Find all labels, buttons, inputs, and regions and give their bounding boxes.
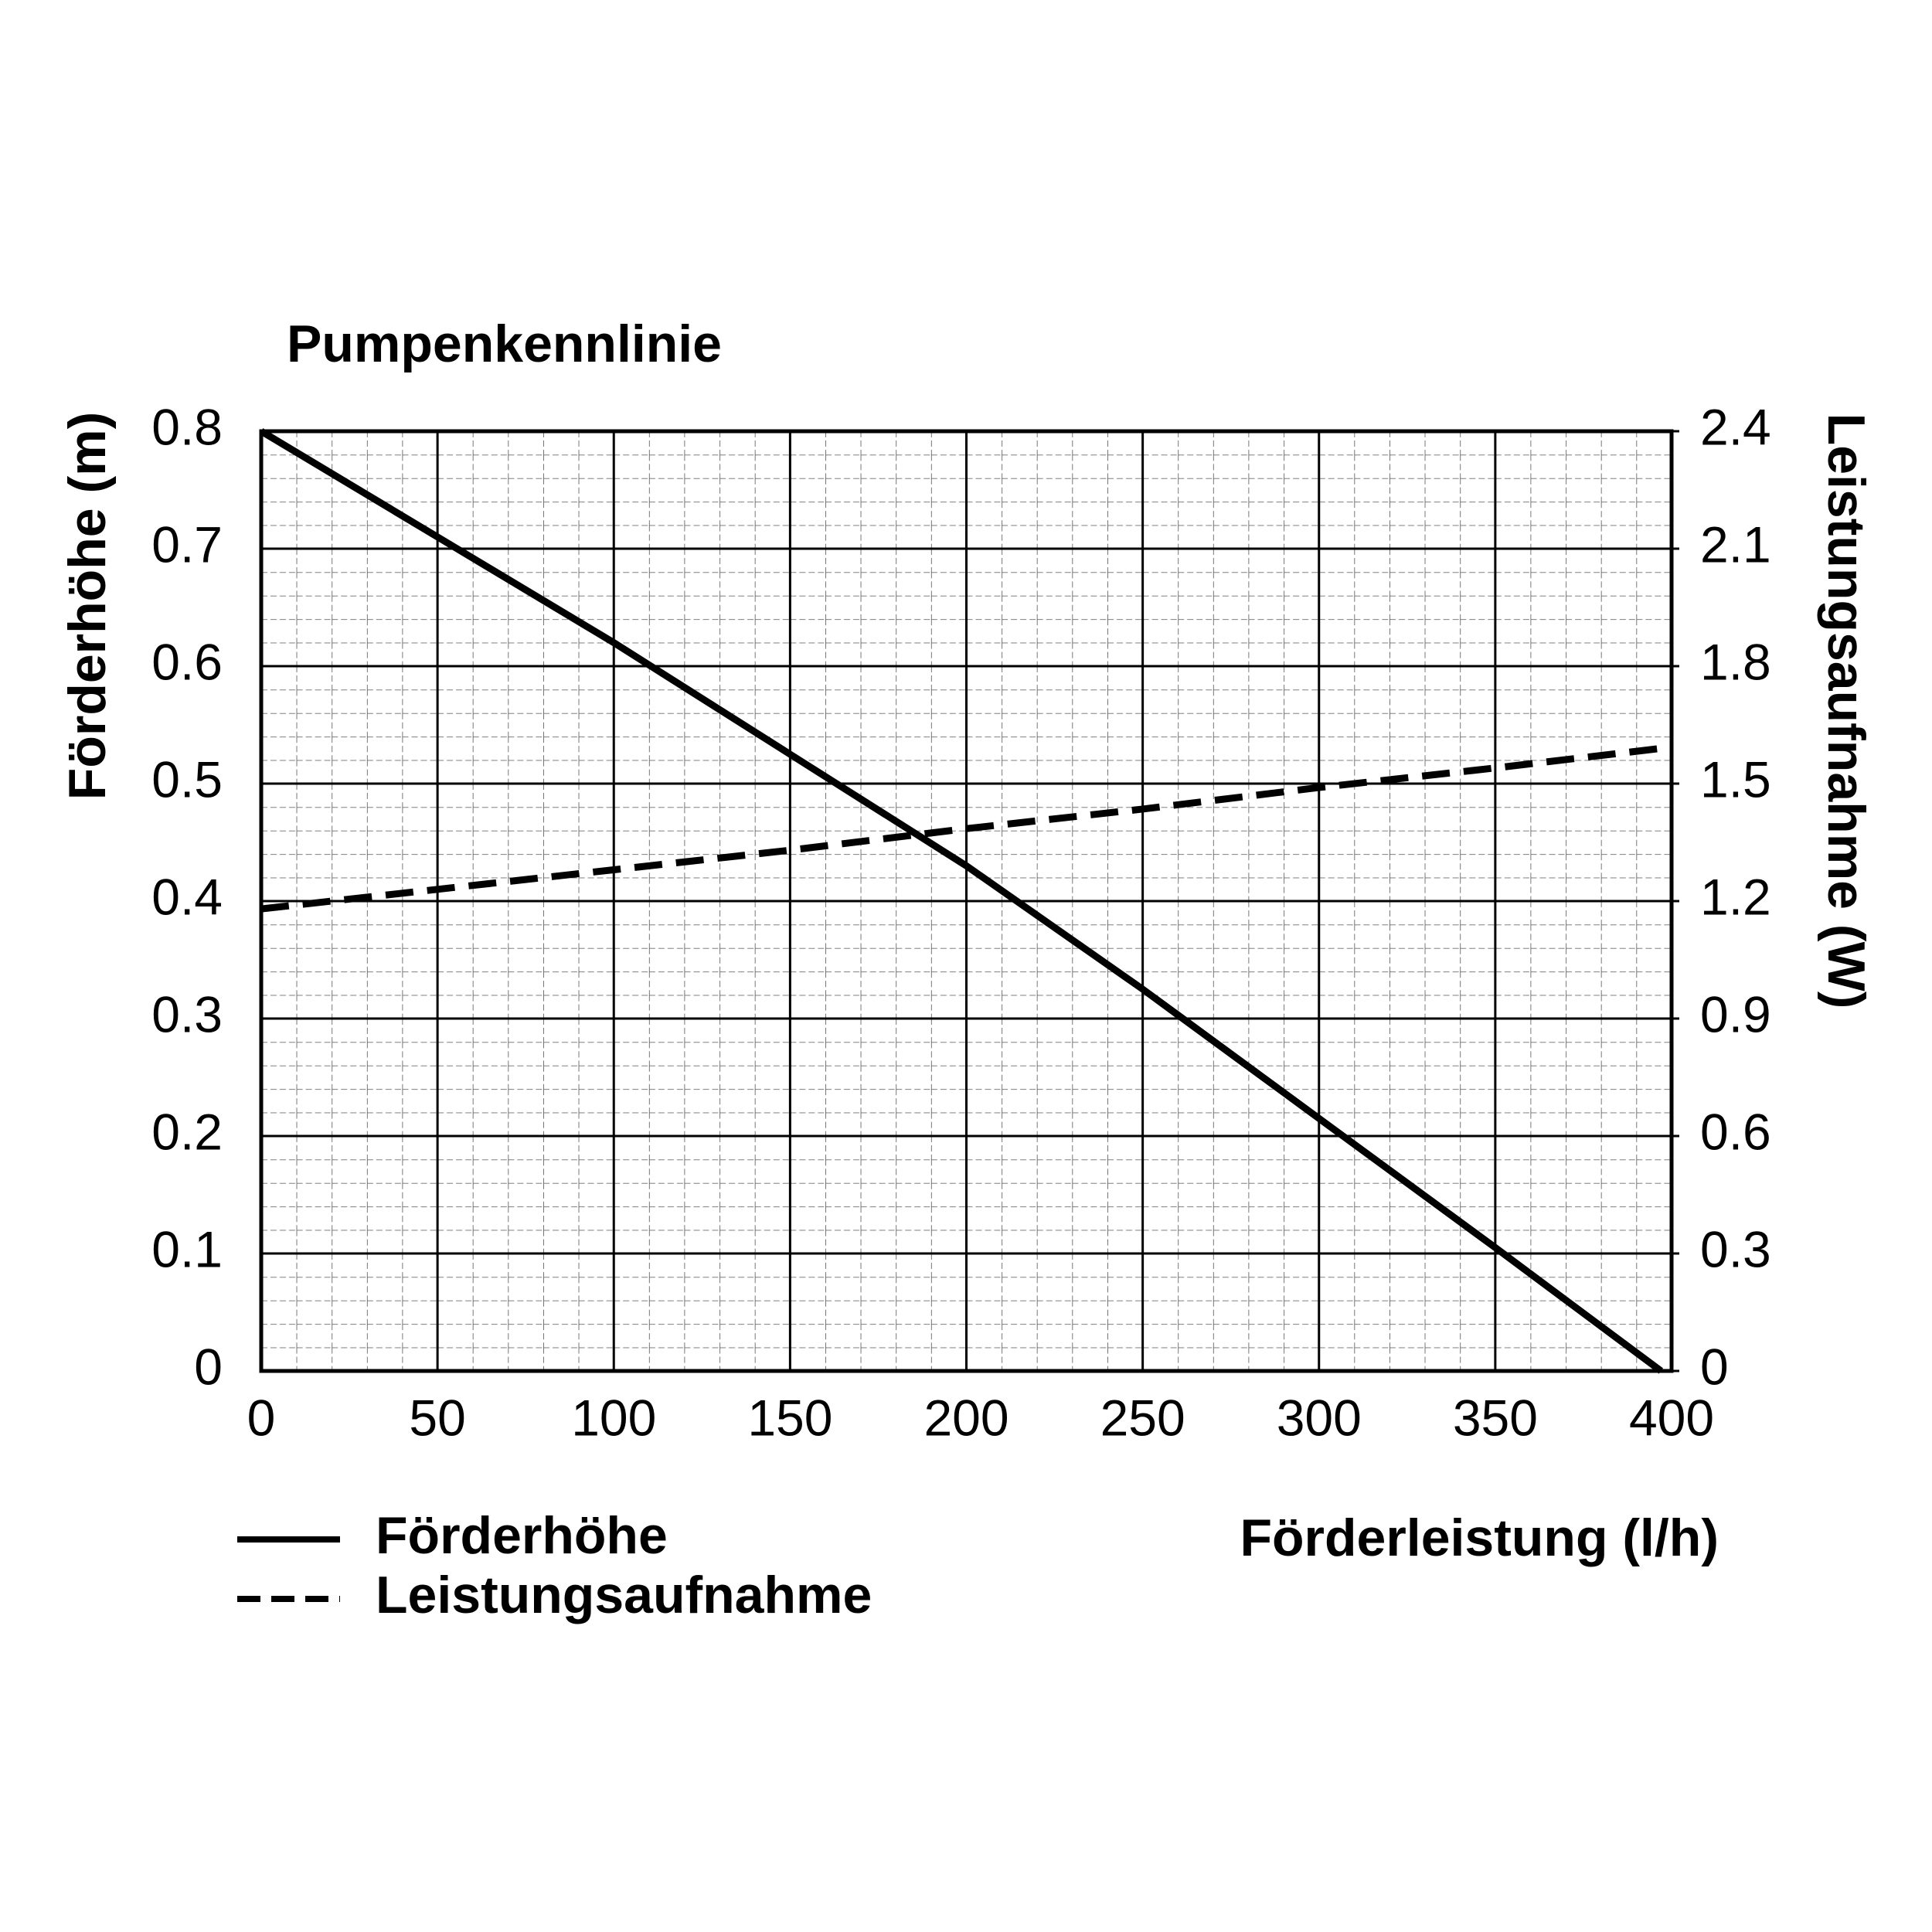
y-tick-label: 0.5 <box>151 750 223 808</box>
legend-label: Förderhöhe <box>376 1506 668 1565</box>
y-tick-label: 0.1 <box>151 1220 223 1277</box>
x-tick-label: 200 <box>923 1389 1009 1446</box>
x-tick-label: 150 <box>747 1389 832 1446</box>
data-line <box>259 428 1663 1374</box>
y-tick-label: 0.3 <box>151 985 223 1043</box>
chart-title: Pumpenkennlinie <box>287 315 722 373</box>
data-line <box>260 744 1662 913</box>
plot-frame <box>259 429 1674 1373</box>
y-tick-label: 0 <box>194 1338 223 1395</box>
y2-tick-label: 1.2 <box>1700 868 1771 925</box>
y-tick-label: 0.4 <box>151 868 223 925</box>
y-tick-label: 0.6 <box>151 633 223 690</box>
x-tick-label: 300 <box>1277 1389 1362 1446</box>
y2-tick-label: 2.1 <box>1700 515 1771 573</box>
y-tick-label: 0.7 <box>151 515 223 573</box>
x-tick-label: 400 <box>1629 1389 1714 1446</box>
y-axis-title: Förderhöhe (m) <box>58 412 117 800</box>
x-tick-label: 100 <box>571 1389 656 1446</box>
y2-tick-label: 1.8 <box>1700 633 1771 690</box>
y2-axis-title: Leistungsaufnahme (W) <box>1817 413 1876 1009</box>
y2-tick-label: 0.6 <box>1700 1103 1771 1160</box>
y-tick-label: 0.8 <box>151 398 223 455</box>
y-tick-label: 0.2 <box>151 1103 223 1160</box>
x-tick-label: 50 <box>409 1389 465 1446</box>
x-tick-label: 350 <box>1453 1389 1538 1446</box>
y2-tick-label: 0.3 <box>1700 1220 1771 1277</box>
y2-tick-label: 2.4 <box>1700 398 1771 455</box>
y2-tick-label: 0.9 <box>1700 985 1771 1043</box>
x-tick-label: 250 <box>1100 1389 1185 1446</box>
x-tick-label: 0 <box>247 1389 276 1446</box>
legend-label: Leistungsaufnahme <box>376 1566 872 1624</box>
x-axis-title: Förderleistung (l/h) <box>1240 1509 1719 1567</box>
y2-tick-label: 1.5 <box>1700 750 1771 808</box>
y2-tick-label: 0 <box>1700 1338 1729 1395</box>
